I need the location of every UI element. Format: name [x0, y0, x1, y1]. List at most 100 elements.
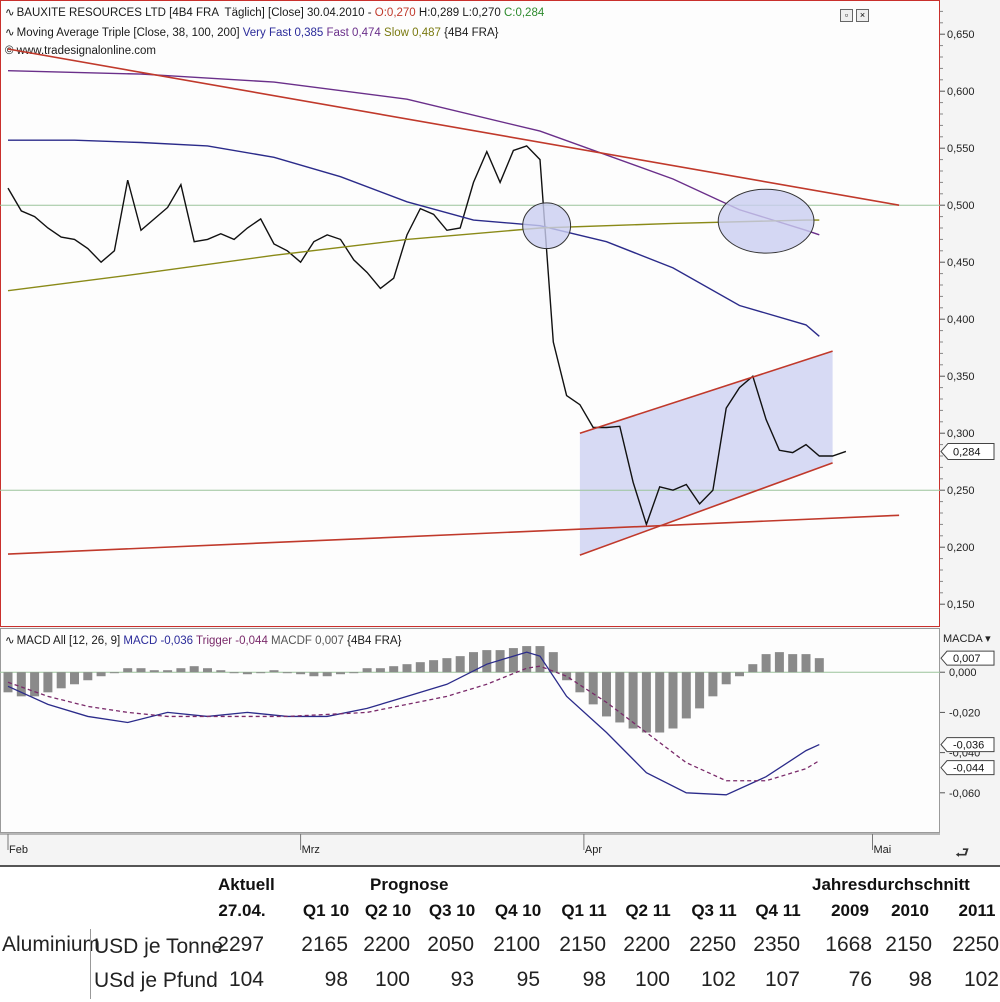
chart-window: ∿ BAUXITE RESOURCES LTD [4B4 FRA Täglich]…	[0, 0, 1000, 865]
aluminium-forecast-table: Aktuell Prognose Jahresdurchschnitt 27.0…	[0, 865, 1000, 1002]
trend-lower-line	[7, 514, 900, 555]
highlight-circle	[717, 188, 815, 254]
moving-average-legend: ∿ Moving Average Triple [Close, 38, 100, …	[5, 25, 498, 39]
macdf-bar	[256, 672, 266, 674]
slow-line	[7, 219, 820, 292]
macdf-bar	[402, 664, 412, 673]
title-segment: C:0,284	[503, 7, 545, 19]
jahresdurchschnitt-header: Jahresdurchschnitt	[812, 875, 970, 894]
x-label-mai: Mai	[874, 844, 892, 856]
table-cell: 1668	[825, 933, 872, 956]
macd-dropdown[interactable]: MACDA ▾	[943, 633, 991, 645]
column-header: Q4 10	[494, 901, 542, 920]
column-header: Q3 11	[691, 901, 737, 920]
macdf-bar	[176, 668, 186, 673]
table-cell: 102	[700, 968, 736, 991]
ytick-label: 0,500	[947, 200, 975, 212]
macdf-bar	[70, 672, 79, 685]
x-label-mrz: Mrz	[302, 844, 320, 856]
aktuell-header: Aktuell	[218, 875, 275, 894]
unit-pfund: USd je Pfund	[94, 969, 218, 992]
close-icon[interactable]: ×	[856, 9, 869, 22]
table-cell: 2150	[885, 933, 932, 956]
macdf-bar	[615, 672, 625, 723]
unit-tonne: USD je Tonne	[94, 935, 224, 958]
ytick-label: 0,150	[947, 599, 975, 611]
macdf-bar	[695, 672, 705, 709]
macdf-bar	[375, 668, 385, 673]
very-fast-line	[8, 139, 820, 337]
price-tag	[940, 442, 995, 460]
column-header: Q1 11	[561, 901, 607, 920]
ma-segment: Fast 0,474	[326, 27, 385, 39]
macd-segment: MACDF 0,007	[271, 635, 348, 647]
macdf-bar	[455, 656, 465, 673]
ytick-label: 0,350	[947, 371, 975, 383]
ytick-label: 0,600	[947, 86, 975, 98]
restore-icon[interactable]: ▫	[840, 9, 853, 22]
column-header: Q2 11	[625, 901, 671, 920]
column-header: Q1 10	[302, 901, 350, 920]
scroll-arrows-icon[interactable]: ⮐	[955, 845, 970, 862]
macdf-bar	[469, 652, 478, 673]
prognose-header: Prognose	[370, 875, 449, 894]
panel-buttons[interactable]: ▫ ×	[837, 9, 869, 22]
title-segment: O:0,270	[374, 7, 419, 19]
macdf-bar	[83, 672, 93, 681]
macd-tag-label: 0,007	[953, 653, 981, 665]
ma-segment: Very Fast 0,385	[242, 27, 327, 39]
macdf-bar	[681, 672, 691, 719]
macd-ytick-label: -0,020	[949, 707, 980, 719]
macdf-bar	[362, 668, 372, 673]
macd-icon: ∿	[5, 635, 15, 647]
table-cell: 2250	[952, 933, 999, 956]
macdf-bar	[721, 672, 731, 685]
table-cell: 2297	[217, 933, 264, 956]
macd-tag	[940, 760, 995, 776]
ma-segment: Slow 0,487	[384, 27, 445, 39]
table-cell: 2350	[753, 933, 800, 956]
macdf-bar	[814, 658, 824, 673]
macdf-bar	[442, 658, 452, 673]
table-cell: 76	[848, 968, 872, 991]
macdf-bar	[163, 670, 173, 673]
macd-segment: {4B4 FRA}	[347, 635, 402, 647]
column-header: Q4 11	[755, 901, 801, 920]
table-cell: 98	[908, 968, 932, 991]
macdf-bar	[588, 672, 598, 705]
column-header: 2011	[958, 901, 996, 920]
macdf-bar	[602, 672, 611, 717]
macdf-bar	[336, 672, 345, 675]
ytick-label: 0,650	[947, 29, 975, 41]
macdf-bar	[415, 662, 425, 673]
macd-ytick-label: -0,060	[949, 788, 980, 800]
price-title: ∿ BAUXITE RESOURCES LTD [4B4 FRA Täglich]…	[5, 5, 544, 19]
macdf-bar	[548, 652, 558, 673]
macdf-bar	[575, 672, 585, 693]
column-header: 2009	[831, 901, 869, 920]
column-header: Q2 10	[364, 901, 412, 920]
macdf-bar	[535, 646, 545, 673]
chart-canvas[interactable]: 0,150 0,200 0,250 0,300 0,350 0,400 0,450 0,500…	[0, 0, 1000, 865]
commodity-label: Aluminium	[2, 933, 101, 956]
price-panel[interactable]: ∿ BAUXITE RESOURCES LTD [4B4 FRA Täglich]…	[0, 0, 940, 627]
macd-line	[7, 651, 820, 796]
ytick-label: 0,200	[947, 542, 975, 554]
title-segment: H:0,289 L:0,270	[418, 7, 504, 19]
macd-tag	[940, 650, 995, 666]
table-cell: 98	[582, 968, 606, 991]
macd-tag	[940, 737, 995, 753]
macdf-bar	[296, 672, 306, 675]
macdf-bar	[30, 672, 40, 697]
macdf-bar	[322, 672, 332, 677]
macdf-bar	[189, 666, 199, 673]
macdf-bar	[16, 672, 26, 697]
macdf-bar	[761, 654, 771, 673]
highlight-circle	[522, 202, 572, 250]
macd-segment: MACD All [12, 26, 9]	[16, 635, 124, 647]
macdf-bar	[429, 660, 439, 673]
macdf-bar	[482, 650, 492, 673]
table-cell: 93	[450, 968, 474, 991]
table-cell: 2150	[559, 933, 606, 956]
macdf-bar	[242, 672, 252, 675]
